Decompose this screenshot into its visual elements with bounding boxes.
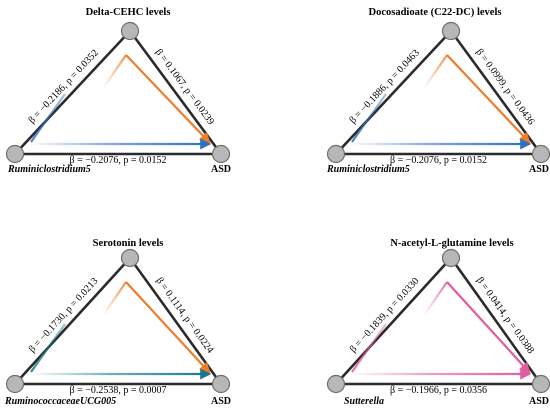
outcome-label: ASD [211, 164, 231, 175]
triangle-outline [333, 255, 544, 386]
triangle-outline [12, 255, 224, 386]
panel-title: Delta-CEHC levels [86, 7, 171, 18]
mediation-panel-4: N-acetyl-L-glutamine levels β = −0.1839, … [326, 238, 550, 407]
exposure-label: Ruminiclostridium5 [326, 164, 410, 175]
right-node [531, 144, 550, 164]
apex-node [120, 21, 140, 41]
right-edge-stat: β = 0.1114, p = 0.0224 [154, 276, 216, 356]
panel-title: Docosadioate (C22-DC) levels [369, 7, 502, 18]
triangle-outline [333, 28, 544, 156]
outcome-label: ASD [529, 396, 549, 407]
exposure-label: Sutterella [344, 396, 384, 407]
indirect-path-a [30, 93, 66, 143]
left-edge-stat: β = −0.2186, p = 0.0352 [27, 48, 101, 126]
apex-node [441, 248, 461, 268]
mediation-panel-1: Delta-CEHC levels β = −0.2186, p = 0.0352… [5, 7, 231, 175]
triangle-outline [12, 28, 224, 156]
indirect-arrow [446, 54, 531, 144]
right-edge-stat: β = 0.0414, p = 0.0388 [474, 275, 536, 356]
apex-node [441, 21, 461, 41]
bottom-edge-stat: β = −0.2076, p = 0.0152 [69, 155, 166, 166]
left-node [5, 144, 25, 164]
right-node [531, 374, 550, 394]
outcome-label: ASD [529, 164, 549, 175]
outcome-label: ASD [211, 396, 231, 407]
panel-title: N-acetyl-L-glutamine levels [390, 238, 513, 249]
right-node [211, 374, 231, 394]
indirect-path-a-top [103, 281, 127, 315]
indirect-path-a [351, 93, 387, 143]
mediation-panel-3: Serotonin levels β = −0.1730, p = 0.0213 β… [4, 238, 231, 407]
left-edge-stat: β = −0.1730, p = 0.0213 [27, 276, 101, 355]
left-node [5, 374, 25, 394]
left-node [326, 374, 346, 394]
indirect-path-a [351, 323, 387, 373]
mediation-panel-2: Docosadioate (C22-DC) levels β = −0.1886,… [326, 7, 550, 175]
apex-node [120, 248, 140, 268]
left-edge-stat: β = −0.1886, p = 0.0463 [348, 48, 422, 126]
indirect-arrow [125, 281, 211, 374]
indirect-path-a-top [424, 281, 448, 315]
indirect-path-a [30, 323, 66, 373]
indirect-arrow [125, 54, 211, 144]
right-node [211, 144, 231, 164]
bottom-edge-stat: β = −0.2076, p = 0.0152 [390, 155, 487, 166]
left-node [326, 144, 346, 164]
bottom-edge-stat: β = −0.1966, p = 0.0356 [390, 385, 487, 396]
left-edge-stat: β = −0.1839, p = 0.0330 [348, 276, 422, 355]
exposure-label: RuminococcaceaeUCG005 [4, 396, 116, 407]
bottom-edge-stat: β = −0.2538, p = 0.0007 [69, 385, 166, 396]
exposure-label: Ruminiclostridium5 [7, 164, 91, 175]
indirect-path-a-top [103, 54, 127, 88]
panel-title: Serotonin levels [93, 238, 164, 249]
indirect-arrow [446, 281, 531, 374]
indirect-path-a-top [424, 54, 448, 88]
